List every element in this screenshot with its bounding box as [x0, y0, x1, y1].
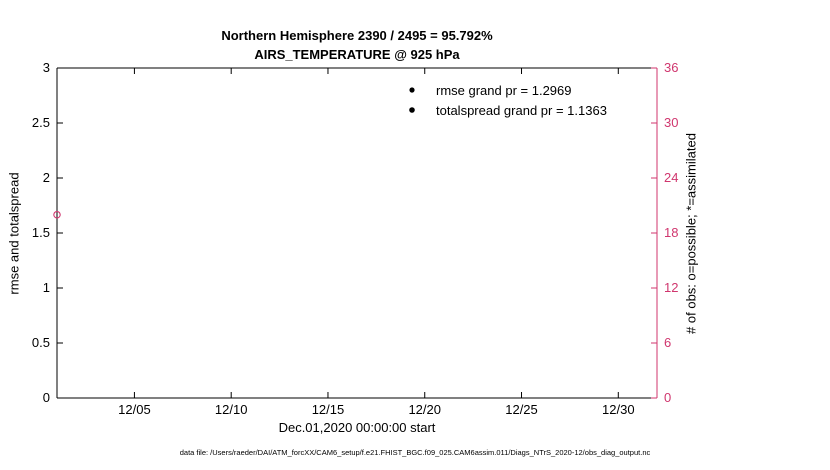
left-axis-label: rmse and totalspread	[6, 172, 22, 295]
possible-marker	[53, 210, 61, 219]
legend-totalspread-line-sample	[409, 107, 415, 113]
x-tick-label: 12/05	[118, 402, 151, 417]
y-left-tick-label: 1.5	[32, 225, 50, 240]
right-axis-label: # of obs: o=possible; *=assimilated	[683, 133, 699, 334]
title-line-2: AIRS_TEMPERATURE @ 925 hPa	[254, 47, 460, 62]
legend-item-rmse: rmse grand pr = 1.2969	[392, 80, 607, 100]
y-left-tick-label: 3	[43, 60, 50, 75]
y-left-tick-label: 2	[43, 170, 50, 185]
data-file-path: data file: /Users/raeder/DAI/ATM_forcXX/…	[179, 448, 651, 457]
y-left-tick-label: 0	[43, 390, 50, 405]
legend-rmse-label: rmse grand pr = 1.2969	[436, 82, 572, 98]
y-right-tick-label: 0	[664, 390, 671, 405]
y-right-tick-label: 30	[664, 115, 678, 130]
y-right-tick-label: 12	[664, 280, 678, 295]
obs-possible-markers	[53, 210, 61, 219]
x-tick-label: 12/20	[408, 402, 441, 417]
x-axis-label: Dec.01,2020 00:00:00 start	[278, 420, 436, 435]
y-left-tick-label: 0.5	[32, 335, 50, 350]
chart-title: Northern Hemisphere 2390 / 2495 = 95.792…	[57, 26, 657, 64]
y-left-tick-label: 2.5	[32, 115, 50, 130]
title-line-1: Northern Hemisphere 2390 / 2495 = 95.792…	[221, 28, 493, 43]
y-right-tick-label: 18	[664, 225, 678, 240]
y-left-tick-label: 1	[43, 280, 50, 295]
legend-rmse-line-sample	[409, 87, 415, 93]
legend-totalspread-label: totalspread grand pr = 1.1363	[436, 102, 607, 118]
x-tick-label: 12/25	[505, 402, 538, 417]
y-right-tick-label: 6	[664, 335, 671, 350]
x-tick-label: 12/10	[215, 402, 248, 417]
y-right-tick-label: 24	[664, 170, 678, 185]
x-tick-label: 12/30	[602, 402, 635, 417]
y-right-tick-label: 36	[664, 60, 678, 75]
legend: rmse grand pr = 1.2969 totalspread grand…	[392, 80, 607, 120]
axes: 12/05 12/10 12/15 12/20 12/25 12/30 0 0.5 1 1.5 2 2…	[32, 60, 679, 417]
x-tick-label: 12/15	[312, 402, 345, 417]
legend-item-totalspread: totalspread grand pr = 1.1363	[392, 100, 607, 120]
